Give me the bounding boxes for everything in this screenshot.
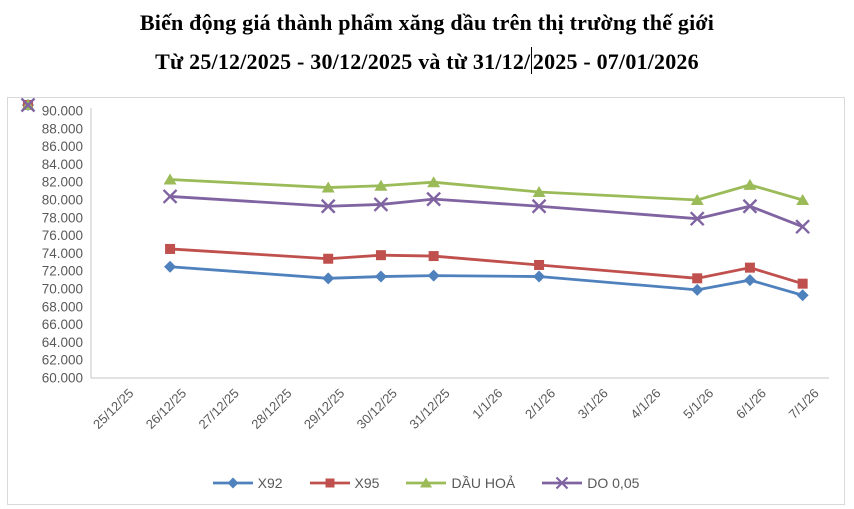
x-axis-tick-label: 3/1/26 xyxy=(575,386,611,422)
legend-label: X92 xyxy=(257,475,283,491)
x-axis-tick-label: 27/12/25 xyxy=(196,386,242,432)
legend-item-do-0-05: DO 0,05 xyxy=(542,475,639,491)
y-axis-tick-label: 88.000 xyxy=(42,121,83,136)
series-line-do-0-05 xyxy=(169,195,804,229)
square-marker-icon xyxy=(797,278,808,289)
square-marker-icon xyxy=(165,243,176,254)
legend-label: X95 xyxy=(354,475,380,491)
legend-label: DẦU HOẢ xyxy=(451,475,516,491)
y-axis-tick-label: 86.000 xyxy=(42,139,83,154)
x-axis-tick-label: 28/12/25 xyxy=(248,386,294,432)
diamond-marker-icon xyxy=(322,272,335,285)
legend-swatch-icon xyxy=(212,477,253,489)
x-marker-icon xyxy=(162,189,178,204)
y-axis-tick-label: 72.000 xyxy=(42,264,83,279)
legend-item-x95: X95 xyxy=(309,475,380,491)
triangle-marker-icon xyxy=(743,178,757,190)
x-marker-icon xyxy=(320,198,336,214)
series-line-x95 xyxy=(169,247,804,285)
series-line-dầu-hoả xyxy=(170,178,804,202)
x-marker-icon xyxy=(426,191,441,207)
triangle-marker-icon xyxy=(690,194,704,205)
y-axis-tick-label: 90.000 xyxy=(42,104,83,119)
y-axis-tick-label: 70.000 xyxy=(42,282,83,297)
x-axis-tick-label: 5/1/26 xyxy=(680,386,716,422)
diamond-marker-icon xyxy=(691,283,704,296)
x-marker-icon xyxy=(795,219,810,235)
square-marker-icon xyxy=(534,259,545,270)
x-axis-tick-label: 4/1/26 xyxy=(627,386,663,422)
diamond-marker-icon xyxy=(796,289,809,302)
legend-swatch-icon xyxy=(309,478,350,488)
legend-item-dầu-hoả: DẦU HOẢ xyxy=(406,475,515,491)
x-axis-tick-label: 26/12/25 xyxy=(143,386,189,432)
y-axis-tick-label: 66.000 xyxy=(42,317,83,332)
x-marker-icon xyxy=(742,198,758,214)
square-marker-icon xyxy=(375,250,386,261)
square-marker-icon xyxy=(692,273,703,284)
x-marker-icon xyxy=(555,476,569,490)
x-axis-tick-label: 2/1/26 xyxy=(522,386,558,422)
square-marker-icon xyxy=(744,262,755,273)
square-marker-icon xyxy=(323,253,334,264)
y-axis-tick-label: 78.000 xyxy=(42,210,83,225)
diamond-marker-icon xyxy=(164,260,177,273)
y-axis-tick-label: 80.000 xyxy=(42,193,83,208)
x-axis-tick-label: 7/1/26 xyxy=(786,386,822,422)
legend-item-x92: X92 xyxy=(212,475,283,491)
y-axis-tick-label: 74.000 xyxy=(42,246,83,261)
x-marker-icon xyxy=(531,198,547,214)
x-axis-tick-label: 31/12/25 xyxy=(406,386,452,432)
triangle-marker-icon xyxy=(420,477,433,488)
triangle-marker-icon xyxy=(796,194,810,205)
triangle-marker-icon xyxy=(321,181,335,193)
legend-swatch-icon xyxy=(406,477,447,488)
series-line-x92 xyxy=(169,265,804,297)
triangle-marker-icon xyxy=(532,185,546,197)
diamond-marker-icon xyxy=(227,477,239,489)
title-line-2[interactable]: Từ 25/12/2025 - 30/12/2025 và từ 31/12/2… xyxy=(0,42,854,81)
y-axis-tick-label: 62.000 xyxy=(42,353,83,368)
y-axis-tick-label: 76.000 xyxy=(42,228,83,243)
title-line-1[interactable]: Biến động giá thành phẩm xăng dầu trên t… xyxy=(139,10,715,35)
chart-frame[interactable]: 90.000 88.000 86.000 84.000 82.000 80.000 78.0… xyxy=(7,97,845,505)
y-axis-tick-label: 60.000 xyxy=(42,371,83,386)
diamond-marker-icon xyxy=(743,274,756,287)
text-caret xyxy=(530,47,533,74)
legend-swatch-icon xyxy=(542,476,583,490)
x-axis-tick-label: 6/1/26 xyxy=(733,386,769,422)
legend-label: DO 0,05 xyxy=(587,475,640,491)
x-marker-icon xyxy=(20,98,36,113)
x-marker-icon xyxy=(373,197,389,212)
triangle-marker-icon xyxy=(427,176,441,188)
diamond-marker-icon xyxy=(374,270,387,283)
x-marker-icon xyxy=(689,211,705,227)
square-marker-icon xyxy=(325,478,335,488)
chart-legend: X92 X95 DẦU HOẢ DO 0,05 xyxy=(8,475,844,491)
document-title: Biến động giá thành phẩm xăng dầu trên t… xyxy=(0,3,854,81)
x-axis-tick-label: 30/12/25 xyxy=(354,386,400,432)
diamond-marker-icon xyxy=(427,269,440,282)
diamond-marker-icon xyxy=(533,270,546,283)
title-line-2-after: 2025 - 07/01/2026 xyxy=(532,49,699,74)
y-axis-tick-label: 82.000 xyxy=(42,175,83,190)
triangle-marker-icon xyxy=(163,173,177,185)
square-marker-icon xyxy=(428,251,439,262)
x-axis-tick-label: 29/12/25 xyxy=(301,386,347,432)
price-chart-svg: 90.000 88.000 86.000 84.000 82.000 80.000 78.0… xyxy=(20,98,829,432)
x-axis-tick-label: 1/1/26 xyxy=(469,386,505,422)
y-axis-tick-label: 64.000 xyxy=(42,335,83,350)
y-axis-tick-label: 68.000 xyxy=(42,299,83,314)
x-axis-tick-label: 25/12/25 xyxy=(90,386,136,432)
triangle-marker-icon xyxy=(374,179,388,191)
chart-canvas: 90.000 88.000 86.000 84.000 82.000 80.000 78.0… xyxy=(8,98,844,504)
title-line-2-before: Từ 25/12/2025 - 30/12/2025 và từ 31/12/ xyxy=(155,49,531,74)
y-axis-tick-label: 84.000 xyxy=(42,157,83,172)
